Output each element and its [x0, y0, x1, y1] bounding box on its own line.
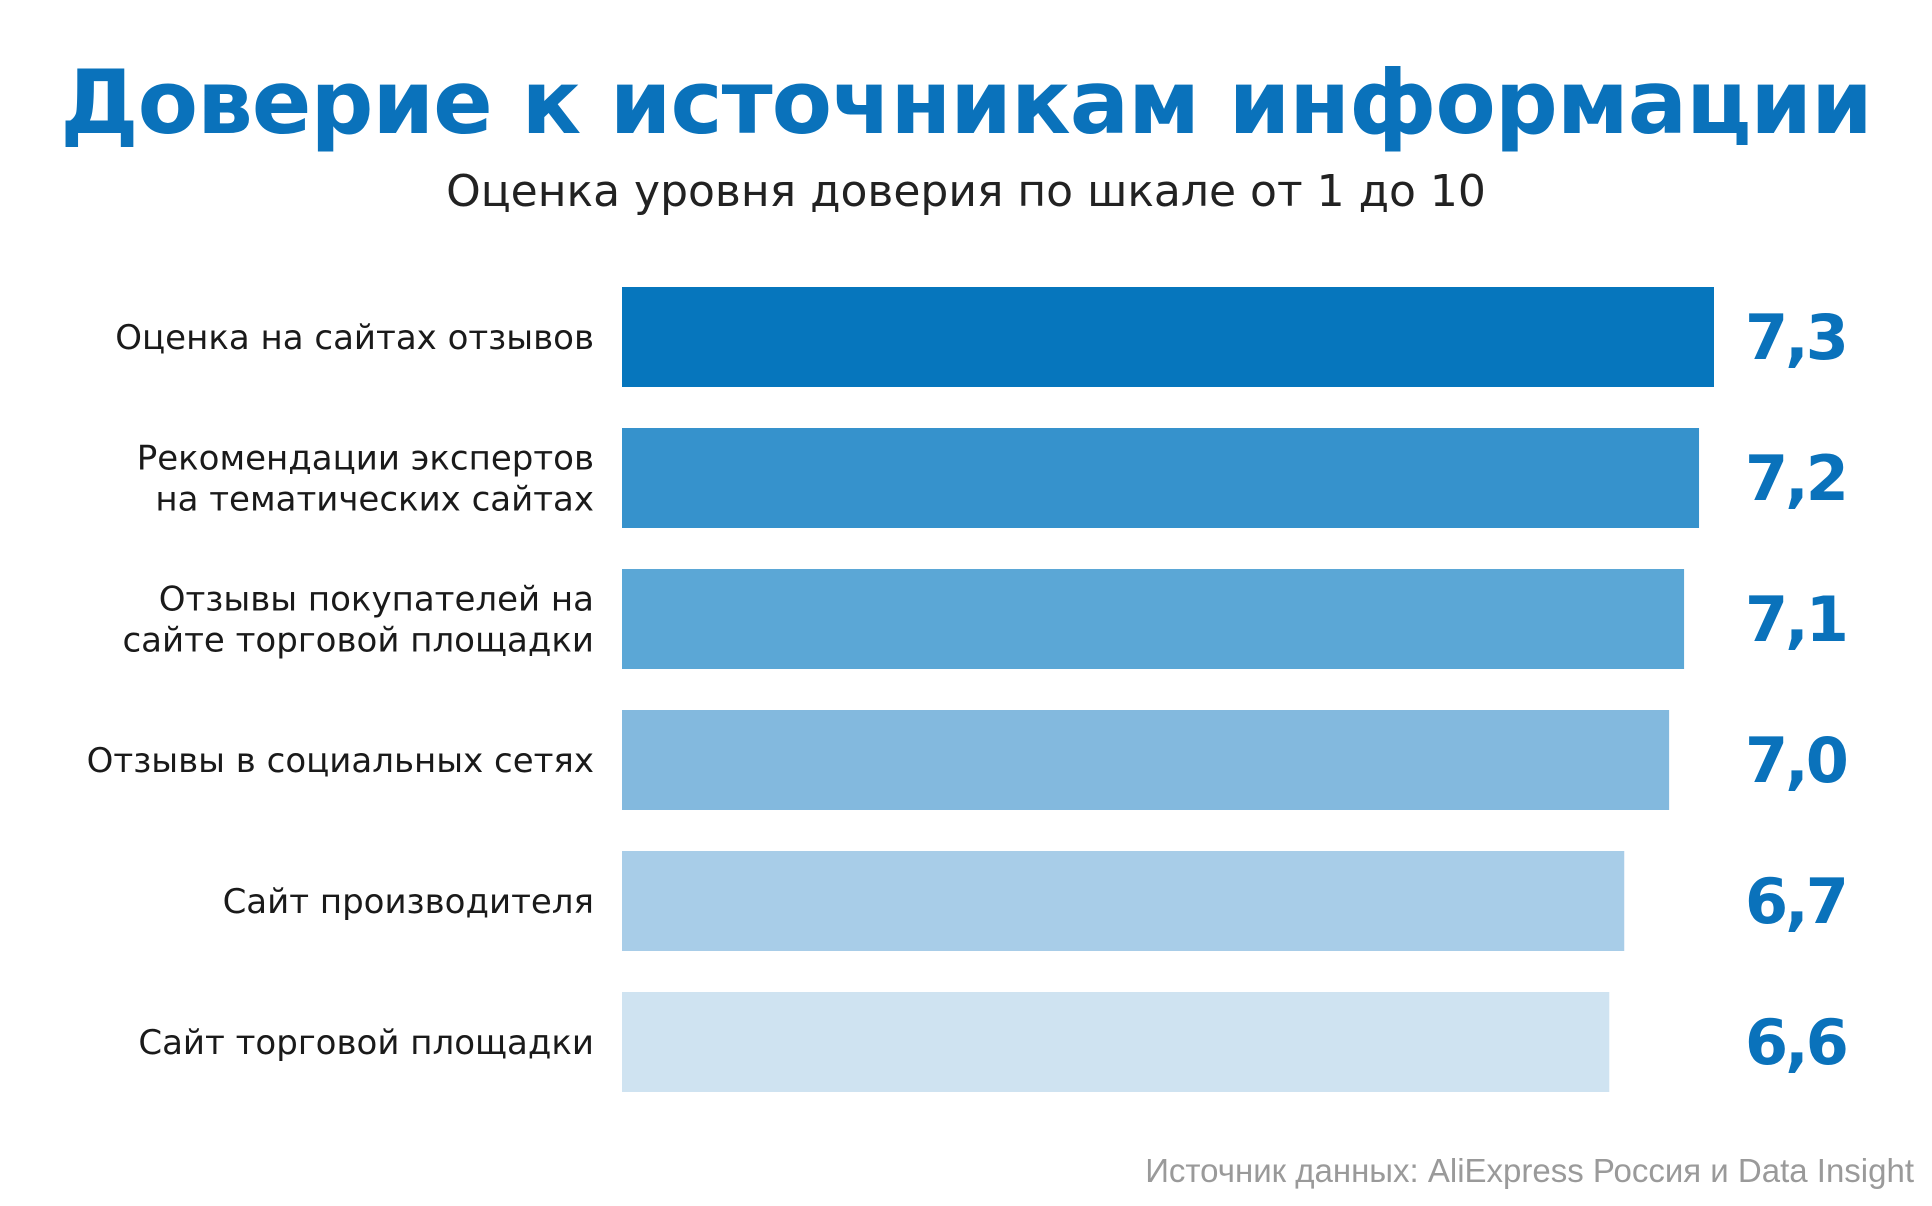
bar-4 [622, 851, 1625, 951]
category-label-line: на тематических сайтах [155, 480, 594, 520]
value-label-4: 6,7 [1745, 865, 1846, 938]
bar-2 [622, 569, 1685, 669]
category-label-2: Отзывы покупателей на сайте торговой площ… [122, 580, 594, 661]
value-label-3: 7,0 [1745, 724, 1847, 797]
category-label-line: Отзывы покупателей на [159, 580, 594, 620]
category-label-line: Отзывы в социальных сетях [87, 741, 594, 781]
value-label-0: 7,3 [1745, 301, 1846, 374]
bar-5 [622, 992, 1610, 1092]
value-label-1: 7,2 [1745, 442, 1846, 515]
bar-1 [622, 428, 1700, 528]
category-label-line: Рекомендации экспертов [137, 439, 594, 479]
chart-subtitle: Оценка уровня доверия по шкале от 1 до 1… [446, 166, 1486, 217]
category-label-1: Рекомендации экспертов на тематических са… [137, 439, 594, 520]
category-label-4: Сайт производителя [223, 882, 594, 922]
category-label-line: сайте торговой площадки [122, 621, 594, 661]
category-label-line: Сайт торговой площадки [138, 1023, 594, 1063]
data-source-note: Источник данных: AliExpress Россия и Dat… [1145, 1152, 1914, 1189]
bar-0 [622, 287, 1714, 387]
category-label-5: Сайт торговой площадки [138, 1023, 594, 1063]
chart-title: Доверие к источникам информации [60, 51, 1872, 154]
value-label-2: 7,1 [1745, 583, 1846, 656]
category-label-0: Оценка на сайтах отзывов [115, 318, 594, 358]
category-label-line: Сайт производителя [223, 882, 594, 922]
category-label-line: Оценка на сайтах отзывов [115, 318, 594, 358]
category-label-3: Отзывы в социальных сетях [87, 741, 594, 781]
value-label-5: 6,6 [1745, 1006, 1846, 1079]
bar-3 [622, 710, 1670, 810]
